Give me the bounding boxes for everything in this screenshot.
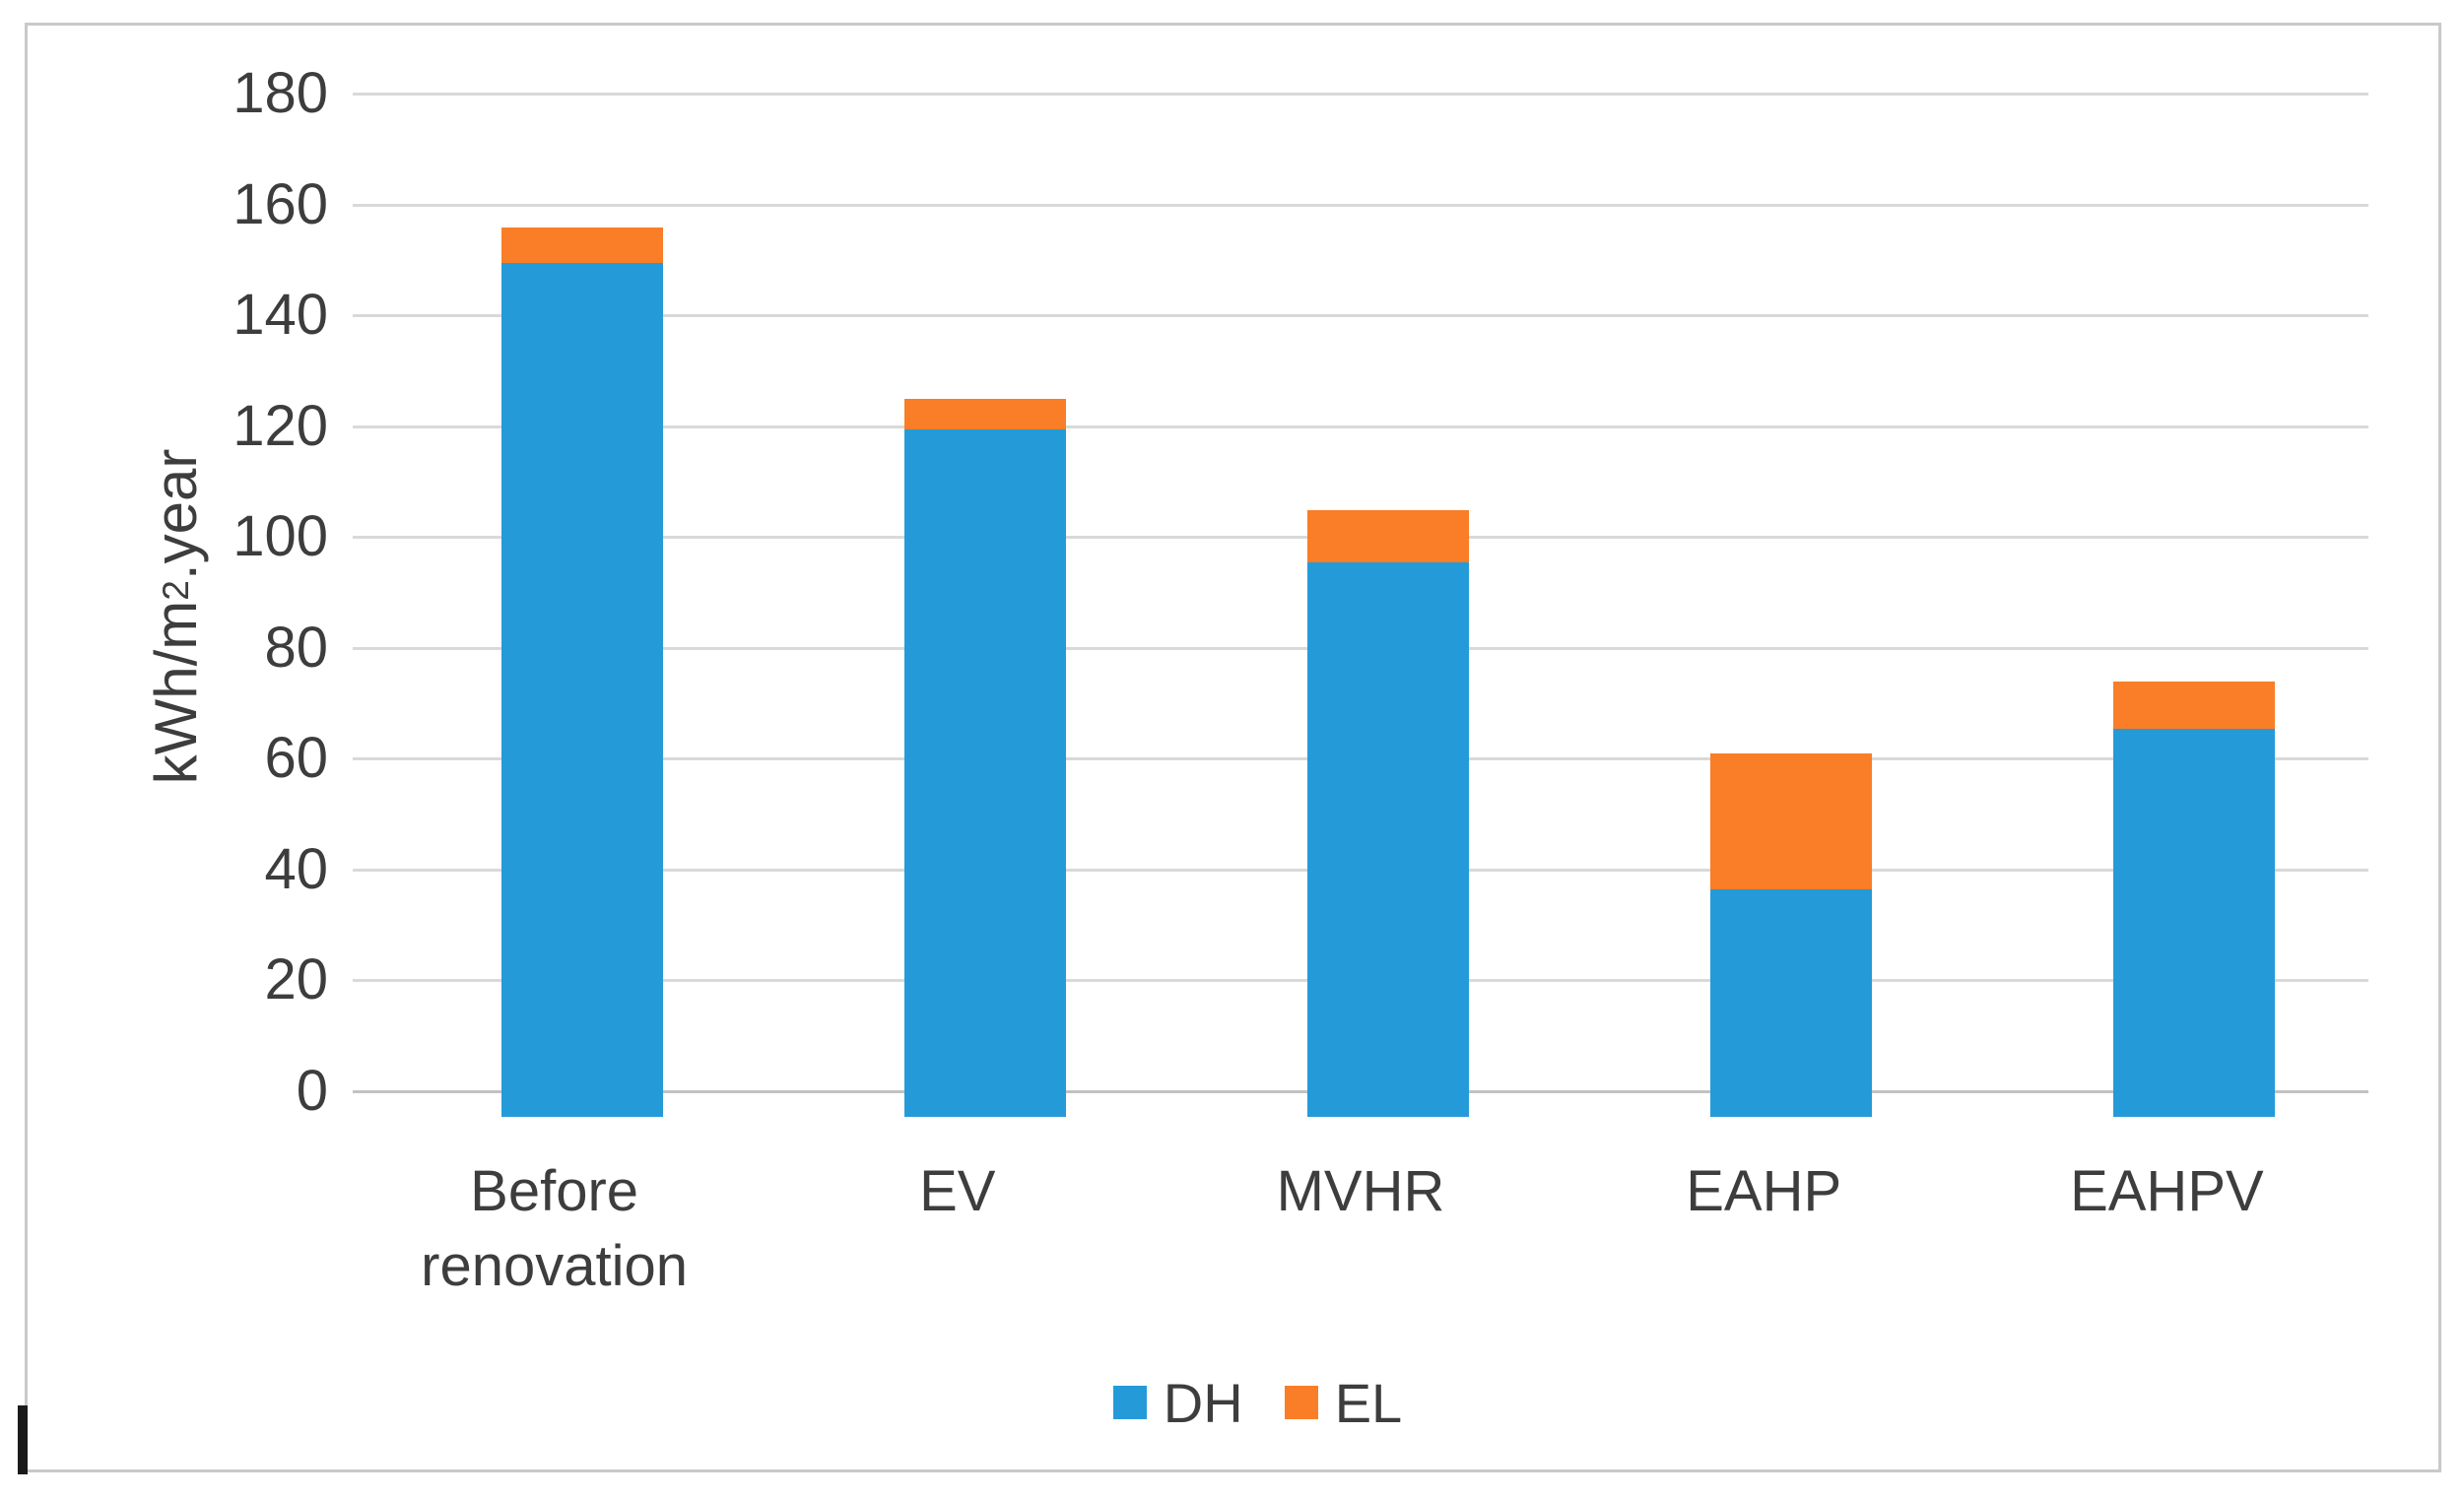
bar-segment-mvhr-dh <box>1307 562 1469 1117</box>
y-axis-title: kWh/m 2 .year <box>142 448 209 785</box>
y-tick-label-20: 20 <box>264 947 328 1012</box>
legend-label-el: EL <box>1334 1371 1403 1434</box>
chart-frame: 0 20 40 60 80 100 120 140 160 180 Before renovati… <box>25 23 2441 1472</box>
gridline-120 <box>353 424 2368 428</box>
plot-area <box>380 119 2396 1117</box>
y-tick-label-80: 80 <box>264 615 328 680</box>
x-label-mvhr: MVHR <box>1276 1159 1445 1223</box>
y-tick-label-120: 120 <box>233 393 328 458</box>
bar-segment-eahpv-dh <box>2113 729 2276 1117</box>
y-tick-label-140: 140 <box>233 283 328 348</box>
bar-segment-before-renovation-el <box>500 227 663 264</box>
y-axis-title-suffix: .year <box>142 448 209 581</box>
x-label-eahpv: EAHPV <box>2070 1159 2264 1223</box>
bar-segment-before-renovation-dh <box>500 263 663 1117</box>
gridline-160 <box>353 203 2368 207</box>
y-tick-label-180: 180 <box>233 61 328 125</box>
bar-segment-eahpv-el <box>2113 682 2276 730</box>
bar-segment-mvhr-el <box>1307 509 1469 563</box>
text-cursor <box>18 1405 28 1474</box>
y-tick-label-100: 100 <box>233 504 328 569</box>
x-label-before-renovation: Before renovation <box>421 1159 689 1298</box>
legend: DH EL <box>52 1370 2463 1435</box>
y-tick-label-160: 160 <box>233 171 328 236</box>
bar-segment-eahp-el <box>1710 753 1873 890</box>
legend-swatch-dh <box>1112 1386 1147 1419</box>
y-tick-label-60: 60 <box>264 726 328 791</box>
legend-swatch-el <box>1284 1386 1318 1419</box>
y-axis-title-text: kWh/m <box>142 600 209 785</box>
y-tick-label-40: 40 <box>264 836 328 901</box>
x-label-ev: EV <box>919 1159 996 1223</box>
y-tick-label-0: 0 <box>296 1059 328 1123</box>
gridline-140 <box>353 314 2368 318</box>
bar-segment-eahp-dh <box>1710 889 1873 1117</box>
bar-segment-ev-dh <box>903 429 1066 1117</box>
x-label-eahp: EAHP <box>1686 1159 1842 1223</box>
bar-segment-ev-el <box>903 399 1066 430</box>
legend-item-dh: DH <box>1112 1371 1243 1435</box>
legend-item-el: EL <box>1284 1371 1403 1435</box>
legend-label-dh: DH <box>1163 1371 1243 1434</box>
gridline-180 <box>353 93 2368 96</box>
